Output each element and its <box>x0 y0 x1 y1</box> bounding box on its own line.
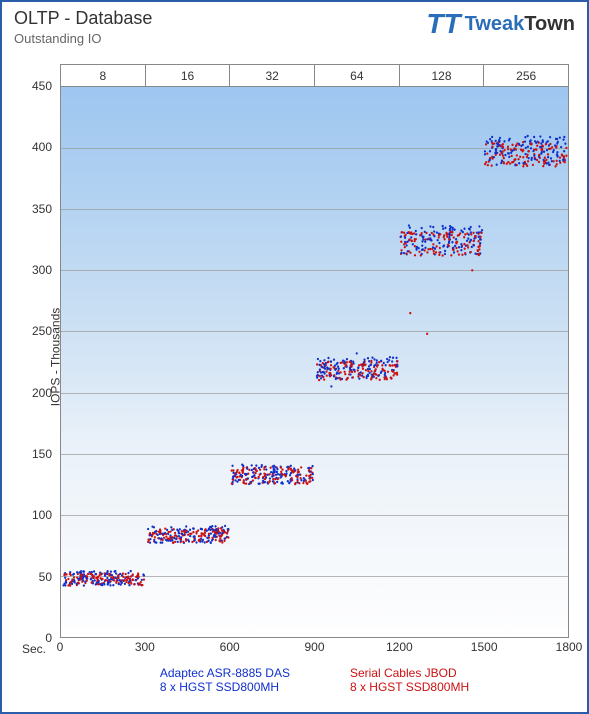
y-tick-label: 150 <box>32 447 52 461</box>
scatter-plot <box>61 87 568 637</box>
x-tick-label: 1800 <box>556 640 583 654</box>
x-tick-label: 900 <box>304 640 324 654</box>
y-tick-label: 300 <box>32 263 52 277</box>
legend-series-1-line2: 8 x HGST SSD800MH <box>160 680 290 694</box>
top-axis-tick: 64 <box>315 64 400 86</box>
x-tick-label: 600 <box>220 640 240 654</box>
x-tick-label: 1200 <box>386 640 413 654</box>
y-tick-label: 200 <box>32 386 52 400</box>
plot-area <box>60 86 569 638</box>
top-axis-tick: 128 <box>400 64 485 86</box>
legend-series-2: Serial Cables JBOD 8 x HGST SSD800MH <box>350 666 469 708</box>
x-tick-label: 300 <box>135 640 155 654</box>
y-tick-label: 450 <box>32 79 52 93</box>
legend-series-1: Adaptec ASR-8885 DAS 8 x HGST SSD800MH <box>160 666 290 708</box>
top-axis-tick: 8 <box>61 64 146 86</box>
top-axis-tick: 256 <box>484 64 568 86</box>
x-axis-labels: 0300600900120015001800 <box>60 638 569 658</box>
legend-series-2-line1: Serial Cables JBOD <box>350 666 469 680</box>
legend-series-1-line1: Adaptec ASR-8885 DAS <box>160 666 290 680</box>
legend: Adaptec ASR-8885 DAS 8 x HGST SSD800MH S… <box>60 666 569 708</box>
y-tick-label: 100 <box>32 508 52 522</box>
header: OLTP - Database Outstanding IO TT TweakT… <box>14 8 575 62</box>
tweaktown-logo: TT TweakTown <box>426 8 575 40</box>
x-tick-label: 1500 <box>471 640 498 654</box>
y-tick-label: 50 <box>39 570 52 584</box>
top-axis-tick: 32 <box>230 64 315 86</box>
y-tick-label: 400 <box>32 140 52 154</box>
y-tick-label: 0 <box>45 631 52 645</box>
y-tick-label: 350 <box>32 202 52 216</box>
y-tick-label: 250 <box>32 324 52 338</box>
logo-tt-icon: TT <box>426 8 460 40</box>
top-axis-tick: 16 <box>146 64 231 86</box>
chart-container: OLTP - Database Outstanding IO TT TweakT… <box>0 0 589 714</box>
y-axis-labels: 050100150200250300350400450 <box>2 86 58 638</box>
x-tick-label: 0 <box>57 640 64 654</box>
legend-series-2-line2: 8 x HGST SSD800MH <box>350 680 469 694</box>
top-axis: 8163264128256 <box>60 64 569 86</box>
x-axis-title: Sec. <box>22 642 46 656</box>
